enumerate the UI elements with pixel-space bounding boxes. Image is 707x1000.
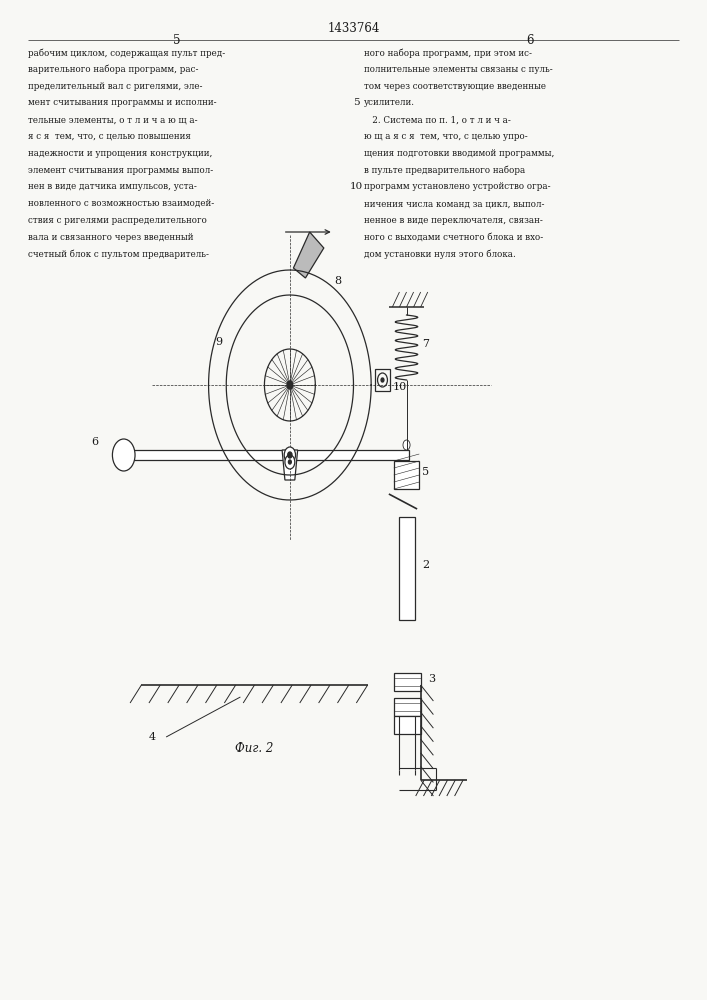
Bar	[394, 461, 419, 489]
Text: программ установлено устройство огра-: программ установлено устройство огра-	[364, 182, 551, 191]
Text: 8: 8	[334, 276, 341, 286]
Text: пределительный вал с ригелями, эле-: пределительный вал с ригелями, эле-	[28, 82, 203, 91]
Text: ного с выходами счетного блока и вхо-: ного с выходами счетного блока и вхо-	[364, 233, 544, 242]
Bar	[399, 517, 415, 620]
Circle shape	[288, 460, 291, 464]
Text: ствия с ригелями распределительного: ствия с ригелями распределительного	[28, 216, 207, 225]
Text: нен в виде датчика импульсов, уста-: нен в виде датчика импульсов, уста-	[28, 182, 197, 191]
Text: 5: 5	[353, 98, 360, 107]
Text: ничения числа команд за цикл, выпол-: ничения числа команд за цикл, выпол-	[364, 199, 544, 208]
Text: я с я  тем, что, с целью повышения: я с я тем, что, с целью повышения	[28, 132, 191, 141]
Text: вала и связанного через введенный: вала и связанного через введенный	[28, 233, 194, 242]
Text: ненное в виде переключателя, связан-: ненное в виде переключателя, связан-	[364, 216, 543, 225]
Circle shape	[381, 378, 384, 382]
Text: усилители.: усилители.	[364, 98, 415, 107]
Text: 1433764: 1433764	[327, 22, 380, 35]
Text: 5: 5	[173, 34, 180, 47]
Text: мент считывания программы и исполни-: мент считывания программы и исполни-	[28, 98, 217, 107]
Text: 10: 10	[392, 382, 407, 392]
Text: 3: 3	[428, 674, 435, 684]
Text: ного набора программ, при этом ис-: ного набора программ, при этом ис-	[364, 48, 532, 57]
Text: 2: 2	[422, 560, 429, 570]
Text: 5: 5	[422, 467, 429, 477]
Text: элемент считывания программы выпол-: элемент считывания программы выпол-	[28, 166, 214, 175]
Text: 6: 6	[527, 34, 534, 47]
Text: Фиг. 2: Фиг. 2	[235, 742, 274, 755]
Circle shape	[287, 381, 293, 389]
Text: 4: 4	[148, 732, 156, 742]
Circle shape	[403, 440, 410, 450]
Text: 2. Система по п. 1, о т л и ч а-: 2. Система по п. 1, о т л и ч а-	[364, 115, 511, 124]
Circle shape	[285, 455, 295, 469]
Text: ю щ а я с я  тем, что, с целью упро-: ю щ а я с я тем, что, с целью упро-	[364, 132, 528, 141]
Circle shape	[288, 452, 292, 458]
Text: дом установки нуля этого блока.: дом установки нуля этого блока.	[364, 250, 516, 259]
Bar	[394, 716, 421, 734]
Bar	[120, 450, 409, 460]
Polygon shape	[293, 232, 324, 278]
Text: 10: 10	[350, 182, 363, 191]
Text: в пульте предварительного набора: в пульте предварительного набора	[364, 166, 525, 175]
Text: тельные элементы, о т л и ч а ю щ а-: тельные элементы, о т л и ч а ю щ а-	[28, 115, 198, 124]
Text: новленного с возможностью взаимодей-: новленного с возможностью взаимодей-	[28, 199, 214, 208]
Text: 7: 7	[422, 339, 429, 349]
Text: надежности и упрощения конструкции,: надежности и упрощения конструкции,	[28, 149, 213, 158]
Text: 6: 6	[91, 437, 98, 447]
Circle shape	[112, 439, 135, 471]
Text: рабочим циклом, содержащая пульт пред-: рабочим циклом, содержащая пульт пред-	[28, 48, 226, 57]
Text: том через соответствующие введенные: том через соответствующие введенные	[364, 82, 546, 91]
Text: щения подготовки вводимой программы,: щения подготовки вводимой программы,	[364, 149, 554, 158]
Polygon shape	[282, 450, 298, 480]
Text: варительного набора программ, рас-: варительного набора программ, рас-	[28, 65, 199, 74]
Text: счетный блок с пультом предваритель-: счетный блок с пультом предваритель-	[28, 250, 209, 259]
Text: полнительные элементы связаны с пуль-: полнительные элементы связаны с пуль-	[364, 65, 553, 74]
Bar	[375, 369, 390, 391]
Bar	[394, 673, 421, 691]
Text: 9: 9	[216, 337, 223, 347]
Circle shape	[284, 447, 296, 463]
Bar	[394, 698, 421, 716]
